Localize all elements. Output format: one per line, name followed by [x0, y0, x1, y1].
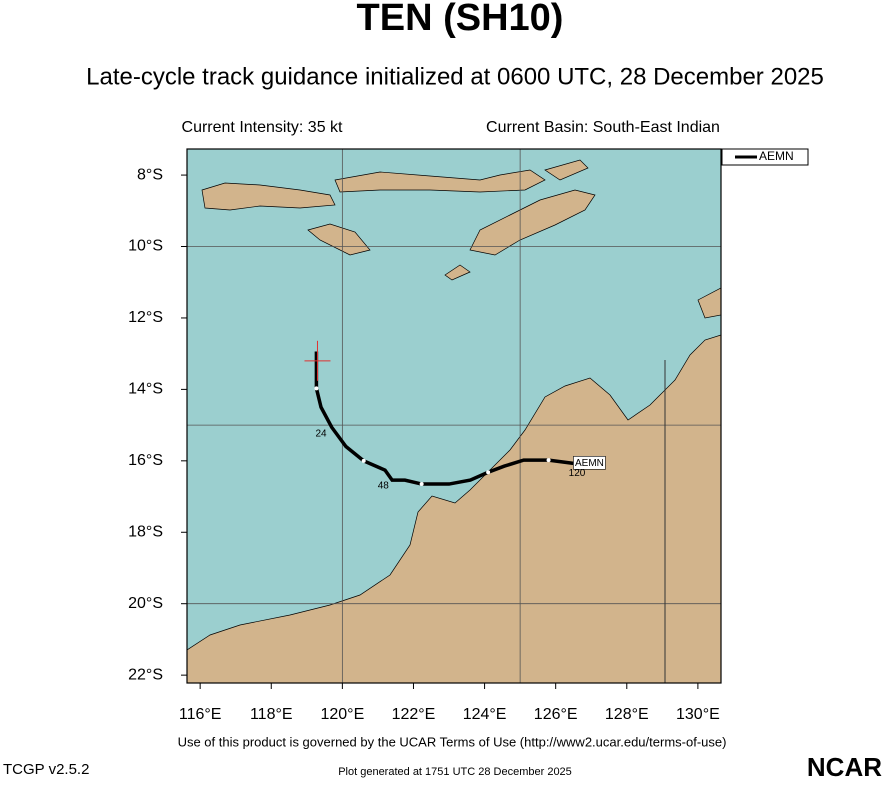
basin: Current Basin: South-East Indian — [486, 119, 720, 136]
legend-box — [721, 148, 809, 166]
x-tick-label: 130°E — [676, 706, 720, 723]
subtitle: Late-cycle track guidance initialized at… — [86, 63, 824, 90]
x-tick-label: 116°E — [179, 706, 222, 723]
track-line — [314, 351, 574, 486]
y-tick-label: 22°S — [128, 666, 163, 683]
terms: Use of this product is governed by the U… — [178, 734, 727, 749]
y-tick-label: 10°S — [128, 238, 163, 255]
x-tick-label: 120°E — [320, 706, 364, 723]
legend-label: AEMN — [759, 149, 794, 163]
tau-label: 24 — [315, 429, 327, 440]
y-tick-label: 14°S — [128, 381, 163, 398]
track-point — [486, 470, 491, 475]
y-tick-label: 8°S — [137, 166, 163, 183]
track-label-box — [573, 456, 606, 470]
track-point — [546, 458, 551, 463]
land — [186, 159, 722, 684]
track-point — [419, 482, 424, 487]
generated: Plot generated at 1751 UTC 28 December 2… — [338, 766, 572, 778]
version: TCGP v2.5.2 — [3, 761, 89, 778]
map-frame — [186, 148, 722, 684]
x-tick-label: 122°E — [392, 706, 436, 723]
title: TEN (SH10) — [357, 0, 564, 39]
x-tick-label: 126°E — [534, 706, 578, 723]
track-label: AEMN — [575, 458, 604, 469]
y-tick-label: 16°S — [128, 452, 163, 469]
x-tick-label: 124°E — [463, 706, 507, 723]
y-tick-label: 12°S — [128, 309, 163, 326]
track-point — [361, 458, 366, 463]
intensity: Current Intensity: 35 kt — [182, 119, 344, 136]
track-point — [314, 386, 319, 391]
tau-label: 48 — [378, 480, 390, 491]
x-tick-label: 118°E — [250, 706, 293, 723]
y-tick-label: 18°S — [128, 523, 163, 540]
tau-label: 120 — [569, 468, 586, 479]
logo: NCAR — [807, 752, 882, 780]
x-tick-label: 128°E — [605, 706, 649, 723]
y-tick-label: 20°S — [128, 595, 163, 612]
